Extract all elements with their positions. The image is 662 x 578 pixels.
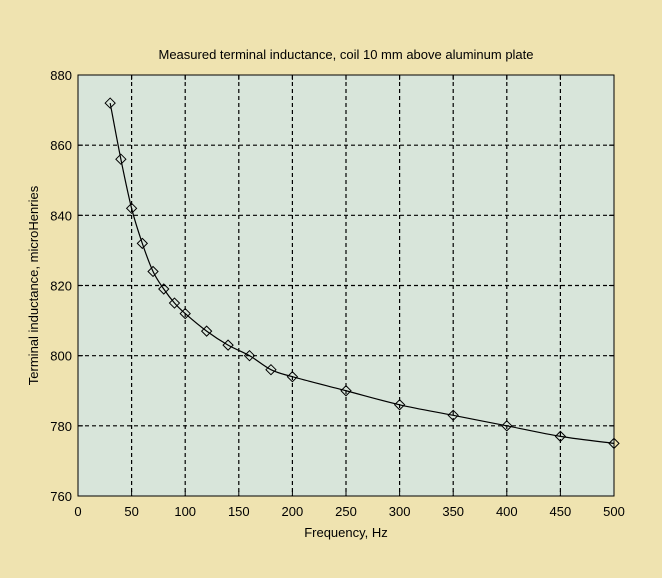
data-point-marker — [168, 297, 181, 309]
y-tick-labels: 760 780 800 820 840 860 880 — [50, 68, 72, 504]
x-tick-label: 50 — [124, 504, 138, 519]
data-point-marker — [265, 363, 277, 376]
x-tick-label: 400 — [496, 504, 518, 519]
y-tick-label: 820 — [50, 279, 72, 294]
y-tick-label: 880 — [50, 68, 72, 83]
data-point-marker — [200, 325, 213, 337]
chart-title: Measured terminal inductance, coil 10 mm… — [158, 47, 533, 62]
data-point-marker — [608, 437, 620, 450]
y-tick-label: 760 — [50, 489, 72, 504]
y-tick-label: 780 — [50, 419, 72, 434]
grid-lines — [78, 75, 614, 496]
x-tick-label: 300 — [389, 504, 411, 519]
x-tick-label: 500 — [603, 504, 625, 519]
y-tick-label: 800 — [50, 349, 72, 364]
data-point-marker — [243, 349, 256, 362]
data-point-marker — [340, 385, 352, 397]
x-tick-label: 250 — [335, 504, 357, 519]
data-point-marker — [158, 283, 170, 295]
axis-ticks — [77, 74, 615, 497]
x-axis-label: Frequency, Hz — [304, 525, 388, 540]
data-point-marker — [147, 265, 159, 278]
series-line — [109, 102, 615, 444]
data-point-marker — [393, 399, 406, 411]
data-point-marker — [447, 409, 459, 422]
series-group — [104, 97, 620, 450]
data-point-marker — [554, 430, 567, 443]
data-point-marker — [104, 97, 116, 109]
x-tick-label: 150 — [228, 504, 250, 519]
y-axis-label: Terminal inductance, microHenries — [26, 185, 41, 385]
data-point-marker — [125, 202, 138, 215]
x-tick-labels: 0 50 100 150 200 250 300 350 400 450 500 — [74, 504, 624, 519]
data-point-marker — [222, 339, 234, 351]
x-tick-label: 100 — [174, 504, 196, 519]
data-point-marker — [136, 237, 149, 250]
x-tick-label: 200 — [282, 504, 304, 519]
data-point-marker — [286, 371, 299, 383]
x-tick-label: 0 — [74, 504, 81, 519]
data-point-marker — [115, 153, 127, 165]
y-tick-label: 860 — [50, 138, 72, 153]
data-point-marker — [179, 307, 191, 320]
x-tick-label: 350 — [442, 504, 464, 519]
x-tick-label: 450 — [550, 504, 572, 519]
data-point-marker — [501, 420, 513, 432]
y-tick-label: 840 — [50, 208, 72, 223]
